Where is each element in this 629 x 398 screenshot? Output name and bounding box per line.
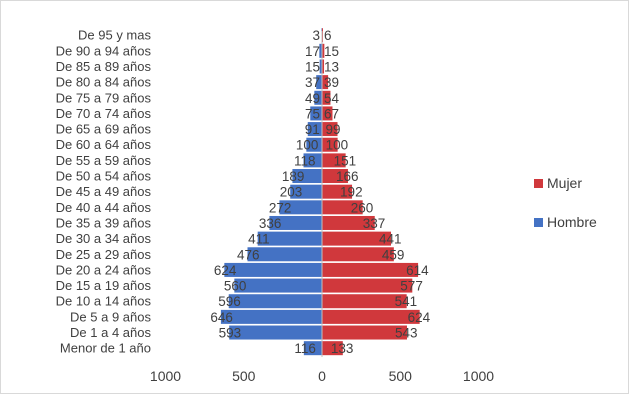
axis-group: 1000 500 0 500 1000 (150, 31, 494, 384)
value-label-mujer: 260 (351, 200, 374, 215)
category-label: De 20 a 24 años (56, 262, 152, 277)
value-label-mujer: 192 (340, 185, 363, 200)
value-label-hombre: 411 (248, 232, 270, 247)
value-label-hombre: 37 (305, 75, 320, 90)
legend-label-mujer: Mujer (547, 175, 582, 191)
bar-mujer (322, 310, 420, 324)
value-label-hombre: 15 (305, 59, 320, 74)
value-label-mujer: 541 (395, 294, 418, 309)
value-label-mujer: 624 (408, 310, 431, 325)
value-label-mujer: 133 (331, 341, 354, 356)
category-label: De 75 a 79 años (56, 90, 152, 105)
x-tick-label: 1000 (463, 368, 494, 384)
legend-swatch-hombre (534, 218, 543, 227)
category-label: De 30 a 34 años (56, 231, 152, 246)
bar-hombre (221, 310, 322, 324)
value-label-hombre: 560 (224, 279, 247, 294)
bar-hombre (224, 263, 322, 277)
x-tick-label: 1000 (150, 368, 181, 384)
x-tick-label: 500 (389, 368, 413, 384)
category-label: De 50 a 54 años (56, 169, 152, 184)
category-label: De 95 y mas (78, 28, 151, 43)
legend-swatch-mujer (534, 179, 543, 188)
value-label-hombre: 3 (312, 28, 320, 43)
value-label-hombre: 189 (282, 169, 305, 184)
category-label: Menor de 1 año (60, 341, 151, 356)
category-label: De 1 a 4 años (70, 325, 151, 340)
bar-hombre (229, 294, 322, 308)
category-label: De 35 a 39 años (56, 215, 152, 230)
category-label: De 25 a 29 años (56, 247, 152, 262)
value-label-mujer: 166 (336, 169, 359, 184)
bars-group (221, 28, 420, 355)
value-label-hombre: 336 (259, 216, 282, 231)
x-tick-label: 0 (318, 368, 326, 384)
value-label-hombre: 593 (219, 326, 242, 341)
value-label-mujer: 441 (379, 232, 402, 247)
value-label-mujer: 15 (324, 44, 339, 59)
value-label-hombre: 116 (294, 341, 316, 356)
legend-label-hombre: Hombre (547, 214, 597, 230)
value-label-hombre: 476 (237, 247, 260, 262)
category-label: De 85 a 89 años (56, 59, 152, 74)
category-label: De 55 a 59 años (56, 153, 152, 168)
category-label: De 60 a 64 años (56, 137, 152, 152)
value-label-mujer: 151 (334, 153, 357, 168)
category-label: De 10 a 14 años (56, 294, 152, 309)
value-label-mujer: 543 (395, 326, 418, 341)
category-label: De 45 a 49 años (56, 184, 152, 199)
bar-hombre (229, 326, 322, 340)
value-label-hombre: 91 (305, 122, 320, 137)
value-label-hombre: 624 (214, 263, 237, 278)
value-label-mujer: 67 (324, 106, 339, 121)
category-label: De 65 a 69 años (56, 122, 152, 137)
value-label-mujer: 13 (324, 59, 339, 74)
value-label-mujer: 6 (324, 28, 332, 43)
value-label-mujer: 100 (326, 138, 349, 153)
value-label-hombre: 75 (305, 106, 320, 121)
category-label: De 40 a 44 años (56, 200, 152, 215)
value-label-hombre: 118 (294, 153, 316, 168)
x-tick-label: 500 (232, 368, 256, 384)
value-label-mujer: 54 (324, 91, 340, 106)
value-label-mujer: 459 (382, 247, 405, 262)
value-label-mujer: 337 (363, 216, 386, 231)
value-label-hombre: 272 (269, 200, 292, 215)
value-label-hombre: 49 (305, 91, 320, 106)
category-label: De 15 a 19 años (56, 278, 152, 293)
legend: Mujer Hombre (534, 175, 597, 230)
category-label: De 80 a 84 años (56, 75, 152, 90)
category-label: De 70 a 74 años (56, 106, 152, 121)
value-label-mujer: 614 (406, 263, 429, 278)
value-label-mujer: 99 (325, 122, 340, 137)
bar-hombre (234, 279, 322, 293)
category-label: De 5 a 9 años (70, 309, 151, 324)
value-label-hombre: 17 (305, 44, 320, 59)
value-label-mujer: 577 (400, 279, 423, 294)
value-label-hombre: 596 (218, 294, 241, 309)
value-label-hombre: 203 (280, 185, 303, 200)
bar-mujer (322, 263, 418, 277)
value-label-hombre: 646 (210, 310, 233, 325)
category-label: De 90 a 94 años (56, 43, 152, 58)
value-label-hombre: 100 (296, 138, 319, 153)
bar-mujer (322, 279, 412, 293)
value-label-mujer: 39 (324, 75, 339, 90)
